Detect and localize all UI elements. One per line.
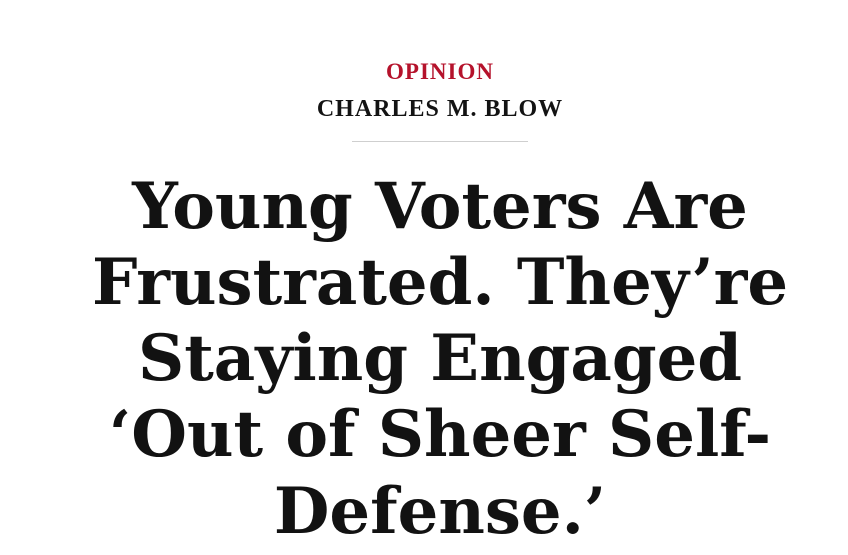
section-divider (352, 141, 528, 142)
article-headline: Young Voters Are Frustrated. They’re Sta… (91, 169, 789, 549)
byline-author-link[interactable]: CHARLES M. BLOW (316, 96, 564, 122)
opinion-kicker-link[interactable]: OPINION (386, 59, 494, 84)
